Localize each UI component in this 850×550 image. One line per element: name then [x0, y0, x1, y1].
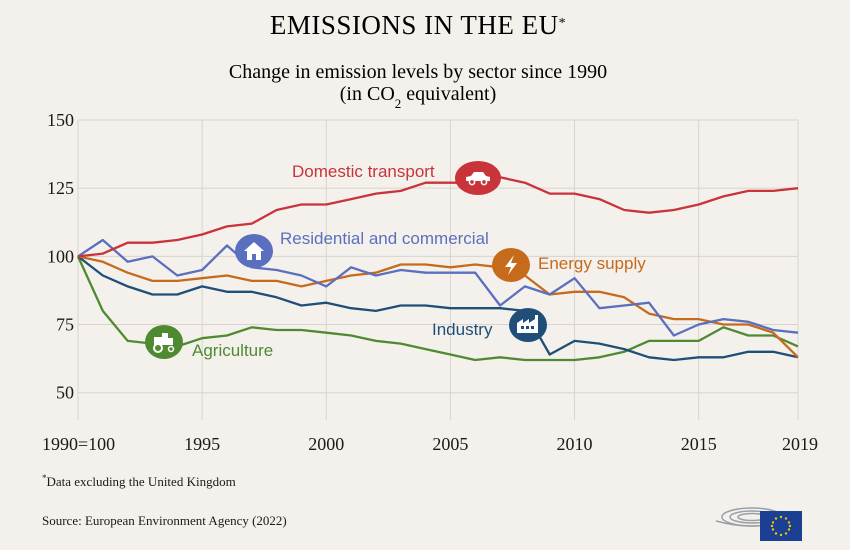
series-label-agriculture: Agriculture: [192, 341, 273, 360]
x-tick-label-1995: 1995: [184, 434, 220, 454]
series-line-domestic-transport: [77, 176, 799, 258]
y-tick-label-150: 150: [47, 110, 74, 130]
source-note: Source: European Environment Agency (202…: [42, 513, 287, 528]
series-line-energy-supply: [77, 255, 799, 359]
series-line-agriculture: [76, 255, 799, 362]
x-tick-label-2019: 2019: [782, 434, 818, 454]
series-label-energy-supply: Energy supply: [538, 254, 646, 273]
tractor-icon: [145, 325, 183, 359]
y-axis-ticks: 50 75 100 125 150: [47, 110, 74, 403]
series-line-residential-and-commercial: [77, 238, 799, 337]
european-parliament-logo: [715, 507, 802, 541]
house-icon: [235, 234, 273, 268]
car-icon: [455, 161, 501, 195]
series-label-residential-and-commercial: Residential and commercial: [280, 229, 489, 248]
x-tick-label-2010: 2010: [557, 434, 593, 454]
series-line-industry: [77, 255, 799, 362]
x-tick-label-2005: 2005: [432, 434, 468, 454]
y-tick-label-75: 75: [56, 315, 74, 335]
y-tick-label-100: 100: [47, 246, 74, 266]
x-axis-ticks: 1990=100 1995 2000 2005 2010 2015 2019: [42, 434, 818, 454]
lightning-icon: [492, 248, 530, 282]
chart-subtitle-line2: (in CO2 equivalent): [340, 83, 496, 111]
series-label-industry: Industry: [432, 320, 493, 339]
chart-subtitle-line1: Change in emission levels by sector sinc…: [229, 61, 607, 83]
x-tick-label-2015: 2015: [681, 434, 717, 454]
series-annotations: Domestic transport Residential and commer…: [145, 161, 646, 360]
x-tick-label-1990: 1990=100: [42, 434, 115, 454]
factory-icon: [509, 308, 547, 342]
series-label-domestic-transport: Domestic transport: [292, 162, 435, 181]
x-tick-label-2000: 2000: [308, 434, 344, 454]
footnote: *Data excluding the United Kingdom: [42, 473, 236, 489]
y-tick-label-50: 50: [56, 383, 74, 403]
gridlines: [77, 119, 799, 420]
series-lines: [76, 176, 799, 362]
y-tick-label-125: 125: [47, 178, 74, 198]
chart-title: EMISSIONS IN THE EU*: [270, 10, 566, 40]
